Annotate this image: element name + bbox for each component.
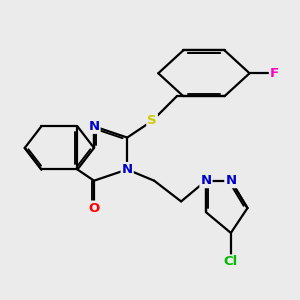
Text: N: N	[200, 174, 211, 187]
Text: S: S	[147, 115, 157, 128]
Text: F: F	[270, 67, 279, 80]
Text: Cl: Cl	[224, 256, 238, 268]
Text: N: N	[88, 120, 100, 133]
Text: N: N	[122, 163, 133, 176]
Text: O: O	[88, 202, 100, 214]
Text: N: N	[225, 174, 236, 187]
